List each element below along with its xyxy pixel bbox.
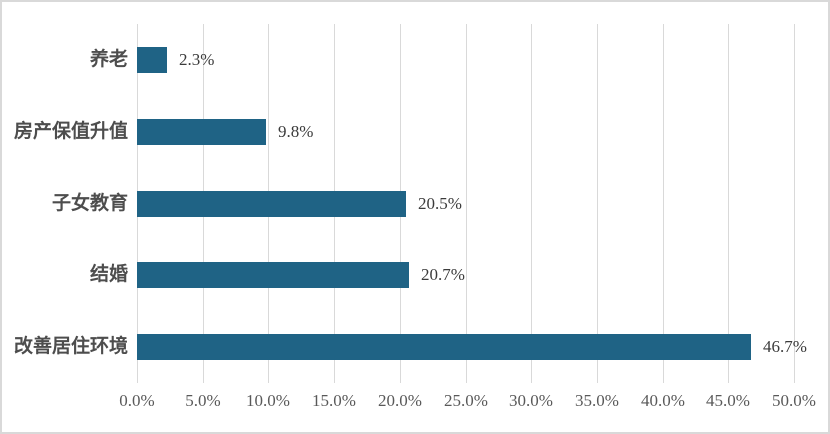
bar: [137, 191, 406, 217]
category-label: 房产保值升值: [13, 121, 128, 142]
bar-value-label: 20.7%: [421, 265, 465, 284]
x-tick-label: 25.0%: [444, 391, 488, 410]
bar-value-label: 20.5%: [418, 194, 462, 213]
bar-value-label: 2.3%: [179, 50, 215, 69]
bar: [137, 262, 409, 288]
gridline: [794, 24, 795, 383]
x-tick-label: 15.0%: [312, 391, 356, 410]
category-label: 改善居住环境: [13, 336, 128, 357]
x-tick-label: 0.0%: [119, 391, 155, 410]
category-label: 养老: [89, 49, 128, 70]
category-label: 子女教育: [51, 193, 128, 214]
gridline: [531, 24, 532, 383]
x-tick-label: 40.0%: [641, 391, 685, 410]
x-tick-label: 35.0%: [575, 391, 619, 410]
bar-value-label: 46.7%: [763, 337, 807, 356]
x-tick-label: 10.0%: [246, 391, 290, 410]
bar-value-label: 9.8%: [278, 122, 314, 141]
gridline: [597, 24, 598, 383]
x-tick-label: 50.0%: [772, 391, 816, 410]
gridline: [466, 24, 467, 383]
bar: [137, 119, 266, 145]
bar: [137, 334, 751, 360]
x-tick-label: 30.0%: [509, 391, 553, 410]
x-tick-label: 5.0%: [185, 391, 221, 410]
gridline: [728, 24, 729, 383]
x-tick-label: 20.0%: [378, 391, 422, 410]
gridline: [663, 24, 664, 383]
x-tick-label: 45.0%: [706, 391, 750, 410]
bar: [137, 47, 167, 73]
category-label: 结婚: [89, 264, 128, 285]
